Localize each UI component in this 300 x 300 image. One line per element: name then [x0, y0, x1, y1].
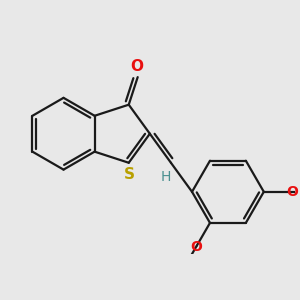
- Text: H: H: [160, 170, 171, 184]
- Text: O: O: [286, 185, 298, 199]
- Text: O: O: [130, 59, 143, 74]
- Text: S: S: [124, 167, 135, 182]
- Text: O: O: [190, 240, 202, 254]
